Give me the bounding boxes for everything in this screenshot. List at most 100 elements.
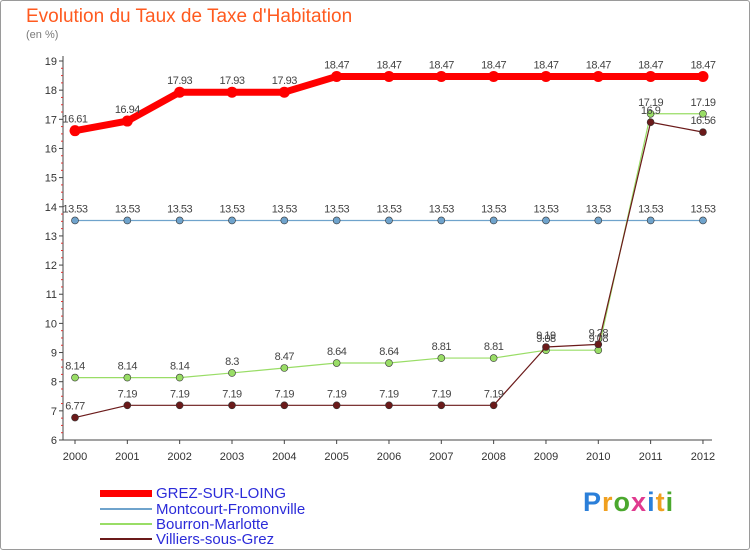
y-unit-label: (en %) bbox=[26, 29, 59, 41]
data-point bbox=[228, 216, 236, 225]
data-label: 16.56 bbox=[690, 115, 715, 127]
data-point bbox=[280, 216, 289, 225]
data-point bbox=[123, 216, 132, 225]
y-tick-label: 16 bbox=[45, 143, 57, 155]
x-tick-label: 2008 bbox=[481, 451, 505, 463]
data-label: 8.14 bbox=[170, 361, 190, 373]
legend-item: Villiers-sous-Grez bbox=[100, 531, 274, 548]
data-point bbox=[488, 70, 500, 82]
data-label: 13.53 bbox=[690, 203, 715, 215]
data-point bbox=[332, 216, 341, 225]
data-label: 17.93 bbox=[219, 75, 244, 87]
data-point bbox=[437, 216, 446, 225]
x-tick-label: 2002 bbox=[167, 451, 191, 463]
data-point bbox=[645, 70, 657, 82]
series-line-2 bbox=[75, 113, 703, 379]
legend-item: Montcourt-Fromonville bbox=[100, 501, 305, 518]
legend-swatch bbox=[100, 489, 152, 497]
data-point bbox=[646, 109, 655, 118]
data-label: 13.53 bbox=[638, 203, 663, 215]
data-point bbox=[69, 125, 81, 137]
data-label: 18.47 bbox=[429, 59, 454, 71]
data-label: 8.64 bbox=[379, 346, 399, 358]
data-label: 8.14 bbox=[118, 361, 138, 373]
logo-letter: P bbox=[583, 487, 603, 517]
data-label: 13.53 bbox=[481, 203, 506, 215]
data-label: 16.9 bbox=[641, 105, 661, 117]
y-tick-label: 15 bbox=[45, 173, 57, 185]
y-tick-label: 19 bbox=[45, 56, 57, 68]
data-point bbox=[594, 340, 603, 349]
data-point bbox=[699, 216, 707, 225]
data-label: 17.93 bbox=[272, 75, 297, 87]
data-point bbox=[226, 86, 238, 98]
y-tick-label: 8 bbox=[51, 377, 57, 389]
logo-letter: x bbox=[631, 487, 648, 517]
data-label: 7.19 bbox=[222, 388, 242, 400]
x-tick-label: 2006 bbox=[377, 451, 401, 463]
x-tick-label: 2005 bbox=[324, 451, 348, 463]
data-point bbox=[699, 128, 707, 136]
data-point bbox=[228, 401, 236, 410]
data-label: 7.19 bbox=[170, 388, 190, 400]
data-point bbox=[542, 343, 550, 351]
data-point bbox=[542, 216, 550, 225]
data-point bbox=[331, 70, 343, 82]
data-point bbox=[435, 70, 447, 82]
data-label: 18.47 bbox=[481, 59, 506, 71]
y-tick-label: 14 bbox=[45, 202, 57, 214]
data-point bbox=[175, 401, 184, 410]
data-point bbox=[123, 373, 132, 382]
data-label: 8.47 bbox=[275, 351, 295, 363]
data-label: 7.19 bbox=[432, 388, 452, 400]
x-tick-label: 2010 bbox=[586, 451, 610, 463]
data-label: 9.08 bbox=[536, 333, 556, 345]
data-point bbox=[280, 364, 289, 372]
legend-label: Bourron-Marlotte bbox=[156, 515, 269, 533]
series-line-3 bbox=[74, 121, 704, 419]
x-tick-label: 2009 bbox=[534, 451, 558, 463]
proxiti-logo: Proxiti bbox=[583, 487, 674, 518]
data-point bbox=[540, 70, 552, 82]
logo-letter: r bbox=[602, 487, 614, 517]
data-point bbox=[646, 216, 655, 225]
x-tick-label: 2012 bbox=[691, 451, 715, 463]
x-tick-label: 2003 bbox=[220, 451, 244, 463]
data-label: 8.64 bbox=[327, 346, 347, 358]
legend-swatch bbox=[100, 523, 152, 525]
data-point bbox=[594, 216, 603, 225]
data-label: 8.14 bbox=[65, 361, 85, 373]
data-label: 8.3 bbox=[225, 356, 239, 368]
data-label: 8.81 bbox=[484, 341, 504, 353]
data-label: 7.19 bbox=[327, 388, 347, 400]
data-point bbox=[646, 118, 655, 127]
logo-letter: o bbox=[613, 487, 632, 517]
y-tick-label: 13 bbox=[45, 231, 57, 243]
data-label: 7.19 bbox=[484, 388, 504, 400]
y-tick-label: 12 bbox=[45, 260, 57, 272]
legend-item: Bourron-Marlotte bbox=[100, 515, 269, 533]
data-point bbox=[383, 70, 395, 82]
data-label: 9.08 bbox=[589, 333, 609, 345]
data-label: 13.53 bbox=[376, 203, 401, 215]
logo-letter: t bbox=[655, 487, 666, 517]
data-label: 18.47 bbox=[533, 59, 558, 71]
data-point bbox=[592, 70, 604, 82]
data-label: 17.19 bbox=[638, 97, 663, 109]
data-label: 13.53 bbox=[533, 203, 558, 215]
data-point bbox=[489, 354, 498, 362]
y-tick-label: 6 bbox=[51, 435, 57, 447]
data-point bbox=[123, 401, 132, 410]
x-tick-label: 2011 bbox=[639, 451, 663, 463]
data-label: 7.19 bbox=[379, 388, 399, 400]
x-tick-label: 2007 bbox=[429, 451, 453, 463]
data-label: 13.53 bbox=[115, 203, 140, 215]
logo-letter: i bbox=[665, 487, 675, 517]
x-tick-label: 2001 bbox=[115, 451, 139, 463]
data-point bbox=[437, 354, 446, 362]
data-point bbox=[228, 369, 236, 377]
data-label: 13.53 bbox=[324, 203, 349, 215]
data-label: 16.94 bbox=[115, 104, 140, 116]
data-label: 7.19 bbox=[275, 388, 295, 400]
